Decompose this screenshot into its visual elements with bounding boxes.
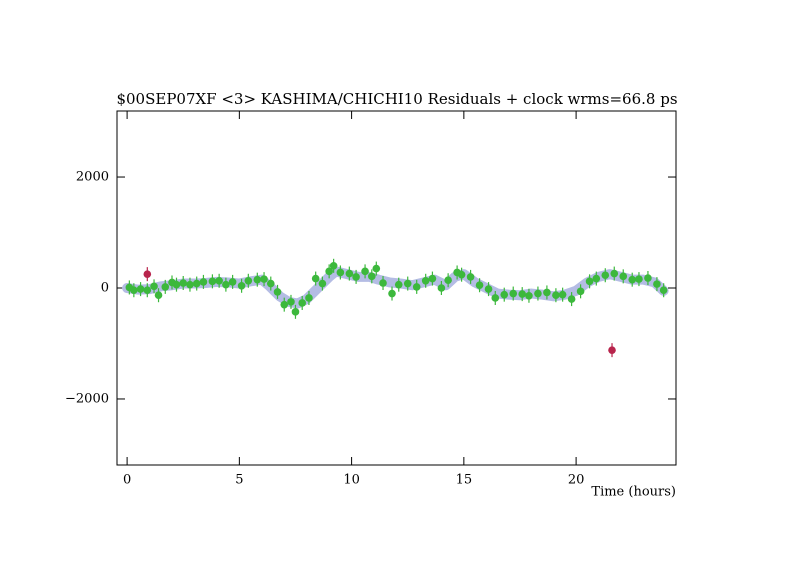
point	[444, 276, 452, 285]
point	[394, 280, 403, 289]
point	[215, 276, 223, 285]
point	[368, 272, 376, 281]
point	[228, 278, 237, 286]
point	[172, 280, 181, 289]
point	[260, 275, 268, 283]
point	[372, 264, 381, 273]
point	[576, 287, 585, 296]
y-tick-label: 0	[101, 281, 109, 296]
point	[161, 283, 170, 291]
x-tick-label: 20	[568, 473, 585, 488]
point	[150, 282, 158, 291]
point	[273, 288, 282, 296]
point	[608, 346, 616, 354]
point	[500, 290, 509, 299]
point	[298, 299, 307, 307]
point	[585, 277, 594, 286]
point	[509, 289, 518, 298]
point	[154, 291, 163, 300]
point	[192, 279, 201, 288]
point	[421, 276, 430, 285]
model-band	[122, 266, 669, 309]
x-tick-label: 10	[343, 473, 360, 488]
point	[143, 270, 152, 278]
x-tick-label: 5	[235, 473, 243, 488]
point	[466, 273, 475, 281]
x-tick-label: 0	[123, 473, 131, 488]
point	[325, 267, 333, 276]
point	[543, 288, 551, 297]
point	[311, 274, 320, 283]
point	[199, 278, 208, 286]
point	[437, 284, 446, 292]
point	[253, 275, 262, 284]
point	[237, 281, 246, 290]
point	[592, 274, 601, 283]
x-axis-label: Time (hours)	[591, 485, 676, 500]
point	[130, 286, 138, 295]
point	[428, 274, 437, 283]
point	[266, 279, 275, 288]
point	[659, 286, 668, 295]
y-tick-label: −2000	[65, 391, 109, 406]
point	[653, 280, 661, 288]
point	[484, 285, 493, 293]
point	[457, 270, 466, 279]
point	[222, 280, 230, 289]
point	[361, 267, 369, 276]
point	[179, 279, 188, 287]
point	[619, 272, 628, 281]
point	[318, 279, 327, 288]
y-tick-label: 2000	[76, 170, 109, 185]
point	[534, 289, 542, 298]
point	[143, 286, 152, 295]
point	[287, 298, 295, 306]
chart-title: $00SEP07XF <3> KASHIMA/CHICHI10 Residual…	[116, 90, 677, 108]
point	[601, 271, 610, 280]
point	[475, 281, 484, 290]
point	[291, 308, 300, 316]
point	[208, 277, 217, 286]
point	[412, 283, 421, 291]
point	[329, 262, 338, 270]
x-tick-label: 15	[456, 473, 473, 488]
point	[558, 290, 567, 299]
point	[628, 275, 637, 284]
point	[352, 273, 360, 281]
point	[525, 291, 533, 300]
point	[644, 274, 652, 282]
point	[567, 295, 576, 303]
point	[244, 276, 253, 285]
point	[345, 269, 354, 278]
point	[280, 300, 289, 309]
point	[491, 294, 500, 302]
point	[518, 290, 527, 298]
point	[305, 294, 313, 302]
point	[403, 279, 412, 288]
point	[552, 291, 560, 300]
point	[136, 285, 145, 293]
point	[379, 279, 387, 287]
point	[336, 268, 345, 277]
point	[610, 269, 619, 278]
point	[186, 280, 194, 289]
point	[388, 289, 396, 298]
point	[635, 275, 643, 283]
